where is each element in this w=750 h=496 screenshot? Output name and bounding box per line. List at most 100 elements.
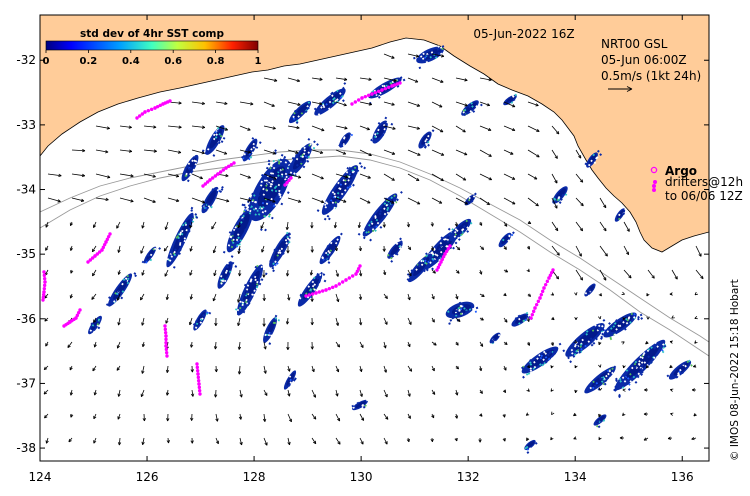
current-arrow xyxy=(645,341,649,345)
imos-credit: © IMOS 08-Jun-2022 15:18 Hobart xyxy=(729,279,741,461)
x-axis: 124 126 128 130 132 134 136 xyxy=(29,15,694,484)
currents-product: NRT00 GSL xyxy=(601,37,668,51)
current-arrow xyxy=(263,389,268,396)
sst-swath xyxy=(166,206,199,269)
current-arrow xyxy=(406,437,410,443)
sst-swath xyxy=(181,153,199,183)
current-arrow xyxy=(691,388,697,392)
sst-swath xyxy=(418,129,435,149)
sst-swath xyxy=(521,342,566,379)
current-arrow xyxy=(237,221,241,229)
current-arrow xyxy=(92,365,97,372)
sst-swath xyxy=(584,283,598,298)
current-arrow xyxy=(116,365,121,371)
plot-frame xyxy=(39,14,710,462)
sst-swath xyxy=(288,98,312,125)
current-arrow xyxy=(263,365,267,374)
current-arrow xyxy=(167,125,182,129)
current-arrow xyxy=(213,269,217,277)
current-arrow xyxy=(574,364,578,369)
current-arrow xyxy=(575,149,582,159)
current-arrow xyxy=(671,315,675,319)
current-arrow xyxy=(143,197,156,203)
current-arrow xyxy=(287,437,291,446)
current-arrow xyxy=(599,269,607,281)
current-arrow xyxy=(92,221,97,228)
current-arrow xyxy=(455,293,459,300)
current-arrow xyxy=(551,316,555,321)
current-arrow xyxy=(333,221,338,229)
current-arrow xyxy=(335,125,348,130)
current-arrow xyxy=(503,269,509,273)
current-arrow xyxy=(69,389,73,396)
current-arrow xyxy=(335,389,339,397)
current-arrow xyxy=(383,389,388,398)
current-arrow xyxy=(431,341,437,346)
current-arrow xyxy=(311,77,323,81)
sst-swath xyxy=(593,414,607,429)
current-arrow xyxy=(479,317,484,321)
current-arrow xyxy=(165,389,170,396)
current-arrow xyxy=(575,245,582,257)
current-arrow xyxy=(669,340,674,344)
current-arrow xyxy=(311,101,323,106)
current-arrow xyxy=(117,317,121,326)
current-arrow xyxy=(287,197,302,203)
current-arrow xyxy=(69,293,73,299)
sst-swath xyxy=(141,246,162,264)
sst-swath xyxy=(524,439,538,454)
current-arrow xyxy=(167,149,182,154)
current-arrow xyxy=(621,291,625,295)
current-arrow xyxy=(622,388,626,392)
y-tick-label: -34 xyxy=(16,183,36,197)
current-arrow xyxy=(622,412,626,417)
current-arrow xyxy=(694,316,698,320)
argo-legend-icon xyxy=(650,166,658,174)
sst-swath xyxy=(584,149,603,168)
currents-time: 05-Jun 06:00Z xyxy=(601,53,687,67)
current-arrow xyxy=(407,149,421,156)
current-arrow xyxy=(93,413,97,420)
current-arrow xyxy=(45,341,49,347)
current-arrow xyxy=(335,341,341,348)
current-arrow xyxy=(551,245,560,256)
current-arrow xyxy=(116,221,121,229)
current-arrow xyxy=(503,101,516,108)
argo-label: Argo xyxy=(665,164,697,178)
drifter-track xyxy=(201,161,236,188)
current-arrow xyxy=(358,317,363,326)
current-arrow xyxy=(143,125,157,129)
current-arrow xyxy=(478,437,482,443)
current-arrow xyxy=(575,221,584,232)
current-arrow xyxy=(527,149,540,158)
current-arrow xyxy=(643,437,649,441)
current-arrow xyxy=(358,293,363,300)
current-arrow xyxy=(45,221,49,228)
current-arrow xyxy=(334,245,339,252)
current-arrow xyxy=(623,221,630,232)
current-arrow xyxy=(239,101,254,106)
drifter-track xyxy=(41,270,47,302)
current-arrow xyxy=(335,317,340,326)
current-arrow xyxy=(215,149,228,155)
sst-swath xyxy=(235,264,268,316)
current-arrow xyxy=(165,293,169,301)
current-arrow xyxy=(191,149,205,155)
current-arrow xyxy=(455,389,459,396)
current-arrow xyxy=(215,197,230,203)
current-arrow xyxy=(382,245,386,252)
x-tick-label: 124 xyxy=(29,470,52,484)
current-arrow xyxy=(335,197,347,203)
current-arrow xyxy=(455,173,467,181)
sst-swath xyxy=(241,137,262,162)
current-arrow xyxy=(407,317,412,325)
current-arrow xyxy=(215,125,229,131)
current-arrow xyxy=(431,389,436,395)
current-arrow xyxy=(285,317,290,325)
current-arrow xyxy=(167,173,180,178)
current-arrow xyxy=(359,197,371,204)
current-arrow xyxy=(431,293,435,300)
colorbar-title: std dev of 4hr SST comp xyxy=(80,28,224,40)
current-arrow xyxy=(526,437,530,441)
